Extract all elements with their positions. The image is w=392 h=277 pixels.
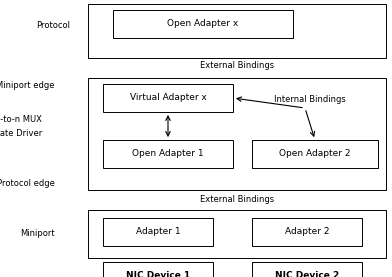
Bar xyxy=(103,262,213,277)
Text: Open Adapter x: Open Adapter x xyxy=(167,19,239,29)
Text: Adapter 2: Adapter 2 xyxy=(285,227,329,237)
Bar xyxy=(88,78,386,190)
Text: Adapter 1: Adapter 1 xyxy=(136,227,180,237)
Bar xyxy=(252,140,378,168)
Text: NIC Device 2: NIC Device 2 xyxy=(275,271,339,277)
Bar xyxy=(103,140,233,168)
Text: Miniport edge: Miniport edge xyxy=(0,81,55,89)
Text: Intermediate Driver: Intermediate Driver xyxy=(0,129,42,137)
Bar xyxy=(113,10,293,38)
Text: Virtual Adapter x: Virtual Adapter x xyxy=(130,94,207,102)
Text: Protocol edge: Protocol edge xyxy=(0,178,55,188)
Text: Protocol: Protocol xyxy=(36,20,70,29)
Text: External Bindings: External Bindings xyxy=(200,60,274,70)
Text: One-to-n MUX: One-to-n MUX xyxy=(0,116,42,124)
Text: Miniport: Miniport xyxy=(20,230,55,238)
Text: External Bindings: External Bindings xyxy=(200,196,274,204)
Text: Internal Bindings: Internal Bindings xyxy=(274,96,346,104)
Text: Open Adapter 2: Open Adapter 2 xyxy=(279,150,351,158)
Bar xyxy=(103,218,213,246)
Text: Open Adapter 1: Open Adapter 1 xyxy=(132,150,204,158)
Bar xyxy=(252,218,362,246)
Bar xyxy=(88,210,386,258)
Bar xyxy=(88,4,386,58)
Bar xyxy=(103,84,233,112)
Bar xyxy=(252,262,362,277)
Text: NIC Device 1: NIC Device 1 xyxy=(126,271,190,277)
